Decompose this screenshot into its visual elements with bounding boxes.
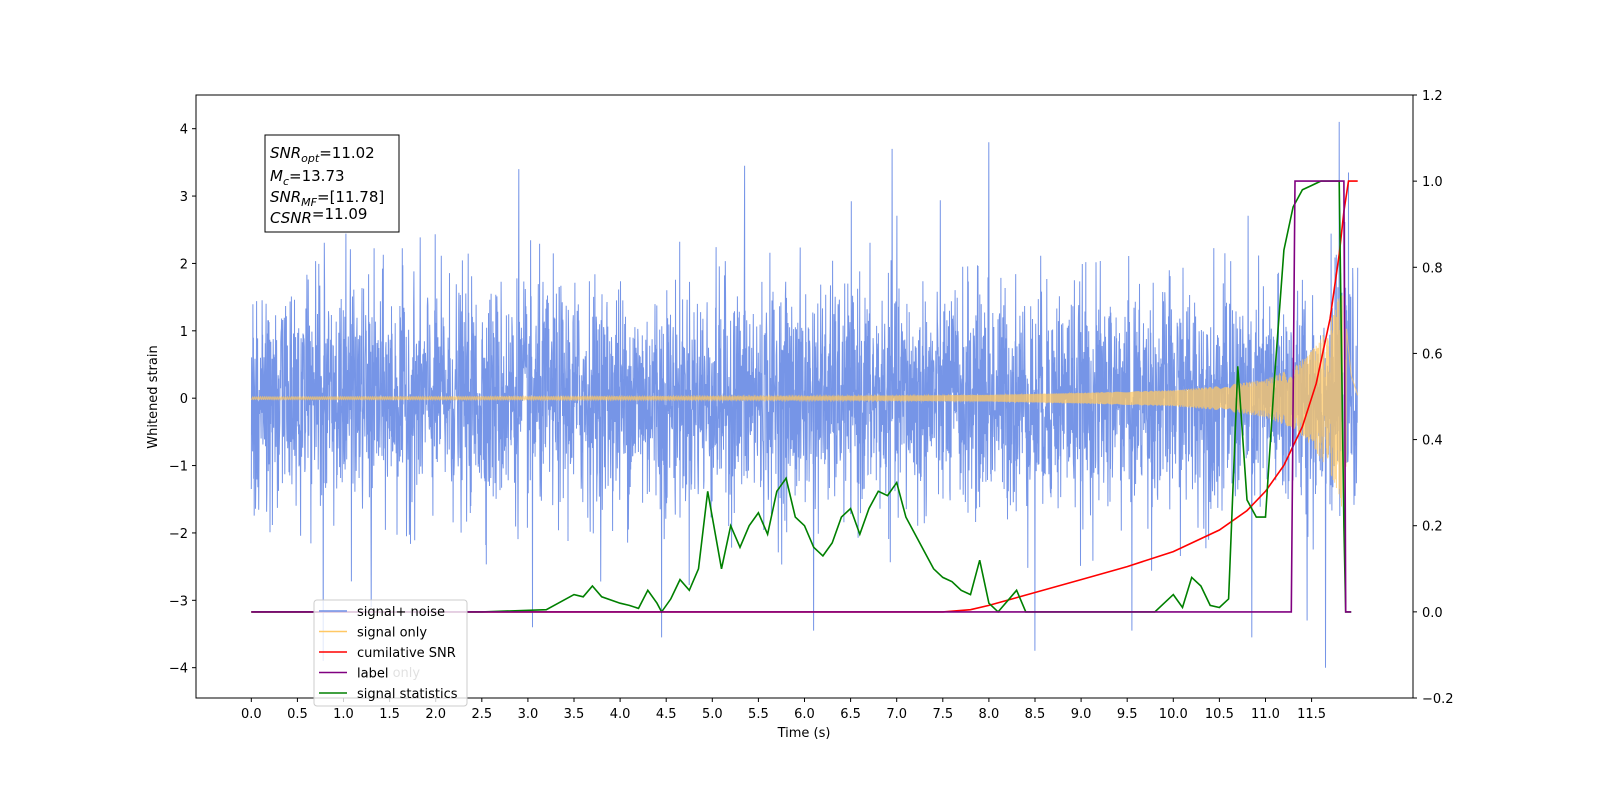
x-tick-label: 11.5 xyxy=(1297,707,1326,722)
y-axis-left: −4 −3 −2 −1 0 1 2 3 4 xyxy=(169,123,196,677)
x-tick-label: 7.5 xyxy=(932,707,953,722)
y-tick-label: 1 xyxy=(180,325,188,340)
x-axis-title: Time (s) xyxy=(777,726,831,741)
legend: label only signal+ noise signal only cumil… xyxy=(313,599,468,707)
series-signal-noise-line xyxy=(250,121,1359,668)
y2-tick-label: 0.2 xyxy=(1422,520,1443,535)
x-tick-label: 5.5 xyxy=(748,707,769,722)
y-tick-label: 0 xyxy=(180,392,188,407)
annotation-line-mc: Mc=13.73 xyxy=(270,167,345,188)
legend-entry-label: signal+ noise xyxy=(357,605,445,620)
x-tick-label: 8.0 xyxy=(979,707,1000,722)
x-tick-label: 3.0 xyxy=(518,707,539,722)
series-signal-only-line xyxy=(250,295,1359,507)
legend-frame xyxy=(313,599,468,707)
x-tick-label: 6.0 xyxy=(794,707,815,722)
x-tick-label: 10.5 xyxy=(1205,707,1234,722)
x-tick-label: 2.5 xyxy=(471,707,492,722)
x-tick-label: 7.0 xyxy=(886,707,907,722)
x-tick-label: 4.0 xyxy=(610,707,631,722)
x-tick-label: 3.5 xyxy=(564,707,585,722)
x-tick-label: 0.5 xyxy=(287,707,308,722)
series-label-line xyxy=(251,180,1352,613)
x-tick-label: 1.0 xyxy=(333,707,354,722)
y-tick-label: 3 xyxy=(180,190,188,205)
y2-tick-label: 0.4 xyxy=(1422,434,1443,449)
y-tick-label: −1 xyxy=(169,460,188,475)
x-tick-label: 5.0 xyxy=(702,707,723,722)
annotation-frame xyxy=(264,134,400,233)
x-tick-label: 6.5 xyxy=(840,707,861,722)
y-tick-label: −4 xyxy=(169,662,188,677)
legend-entry-label: label xyxy=(357,667,388,682)
annotation-line-snr-mf: SNRMF=[11.78] xyxy=(270,188,384,209)
y-tick-label: 4 xyxy=(180,123,188,138)
y-axis-right: −0.2 0.0 0.2 0.4 0.6 0.8 1.0 1.2 xyxy=(1413,89,1454,707)
y2-tick-label: −0.2 xyxy=(1422,692,1454,707)
annotation-line-snr-opt: SNRopt=11.02 xyxy=(270,144,375,165)
y2-tick-label: 0.0 xyxy=(1422,606,1443,621)
x-tick-label: 10.0 xyxy=(1159,707,1188,722)
x-axis: 0.0 0.5 1.0 1.5 2.0 2.5 3.0 3.5 4.0 4.5 5.0 5.5 6.0 6… xyxy=(241,698,1326,722)
x-tick-label: 8.5 xyxy=(1025,707,1046,722)
y2-tick-label: 0.8 xyxy=(1422,261,1443,276)
y2-tick-label: 1.2 xyxy=(1422,89,1443,104)
legend-hidden-text: label only xyxy=(357,666,420,681)
y-tick-label: −3 xyxy=(169,594,188,609)
annotation-box: SNRopt=11.02 Mc=13.73 SNRMF=[11.78] CSNR… xyxy=(264,134,400,233)
x-tick-label: 0.0 xyxy=(241,707,262,722)
y-tick-label: −2 xyxy=(169,527,188,542)
x-tick-label: 2.0 xyxy=(425,707,446,722)
y2-tick-label: 0.6 xyxy=(1422,347,1443,362)
x-tick-label: 9.5 xyxy=(1117,707,1138,722)
y2-tick-label: 1.0 xyxy=(1422,175,1443,190)
series-cumulative-snr-line xyxy=(251,180,1358,613)
legend-entry-label: signal statistics xyxy=(357,687,458,702)
x-tick-label: 4.5 xyxy=(656,707,677,722)
annotation-line-csnr: CSNR=11.09 xyxy=(270,205,367,227)
x-tick-label: 1.5 xyxy=(379,707,400,722)
x-tick-label: 9.0 xyxy=(1071,707,1092,722)
y-axis-title: Whitened strain xyxy=(146,345,161,448)
y-tick-label: 2 xyxy=(180,257,188,272)
plot-area xyxy=(250,121,1359,668)
legend-entry-label: cumilative SNR xyxy=(357,646,456,661)
series-signal-statistics-line xyxy=(251,180,1352,614)
x-tick-label: 11.0 xyxy=(1251,707,1280,722)
legend-entry-label: signal only xyxy=(357,626,427,641)
